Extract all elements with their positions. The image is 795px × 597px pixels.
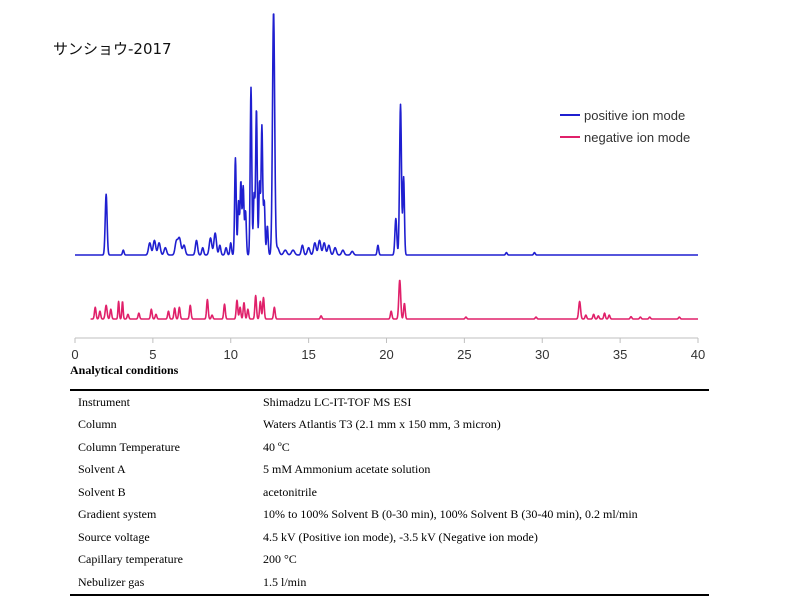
x-tick-label: 0	[71, 347, 78, 362]
legend-label-positive: positive ion mode	[584, 107, 686, 123]
x-tick-label: 20	[379, 347, 393, 362]
condition-value: 5 mM Ammonium acetate solution	[263, 462, 431, 477]
condition-value: 10% to 100% Solvent B (0-30 min), 100% S…	[263, 507, 638, 522]
condition-key: Solvent A	[78, 462, 126, 477]
condition-value: Waters Atlantis T3 (2.1 mm x 150 mm, 3 m…	[263, 417, 501, 432]
condition-key: Capillary temperature	[78, 552, 183, 567]
condition-value: 40 ºC	[263, 439, 290, 454]
conditions-heading: Analytical conditions	[70, 363, 179, 377]
series-line-positive	[74, 13, 699, 256]
legend: positive ion mode negative ion mode	[560, 104, 690, 148]
condition-key: Source voltage	[78, 529, 150, 544]
table-row: Capillary temperature 200 °C	[70, 549, 709, 572]
condition-value: Shimadzu LC-IT-TOF MS ESI	[263, 394, 412, 409]
legend-swatch-negative	[560, 136, 580, 138]
legend-item-positive: positive ion mode	[560, 104, 690, 126]
series-line-negative	[90, 279, 699, 320]
x-tick-label: 15	[301, 347, 315, 362]
legend-swatch-positive	[560, 114, 580, 116]
table-row: Nebulizer gas 1.5 l/min	[70, 571, 709, 595]
x-tick-label: 10	[224, 347, 238, 362]
table-row: Source voltage 4.5 kV (Positive ion mode)…	[70, 526, 709, 549]
condition-value: 4.5 kV (Positive ion mode), -3.5 kV (Neg…	[263, 529, 538, 544]
legend-label-negative: negative ion mode	[584, 129, 691, 145]
condition-key: Solvent B	[78, 484, 126, 499]
x-tick-label: 40	[691, 347, 705, 362]
table-row: Instrument Shimadzu LC-IT-TOF MS ESI	[70, 390, 709, 414]
condition-value: acetonitrile	[263, 484, 317, 499]
chromatogram-chart: 0 5 10 15 20 25 30 35 40	[71, 13, 705, 362]
x-tick-label: 5	[149, 347, 156, 362]
x-tick-label: 35	[613, 347, 627, 362]
condition-value: 1.5 l/min	[263, 574, 307, 589]
table-row: Column Temperature 40 ºC	[70, 436, 709, 459]
condition-key: Gradient system	[78, 507, 157, 522]
condition-key: Column Temperature	[78, 439, 180, 454]
table-row: Solvent B acetonitrile	[70, 481, 709, 504]
conditions-table: Instrument Shimadzu LC-IT-TOF MS ESI Colu…	[70, 389, 709, 596]
legend-item-negative: negative ion mode	[560, 126, 690, 148]
condition-value: 200 °C	[263, 552, 297, 567]
sample-title: サンショウ-2017	[53, 40, 172, 58]
table-row: Gradient system 10% to 100% Solvent B (0-…	[70, 504, 709, 527]
x-tick-label: 30	[535, 347, 549, 362]
condition-key: Column	[78, 417, 117, 432]
condition-key: Instrument	[78, 394, 130, 409]
table-row: Solvent A 5 mM Ammonium acetate solution	[70, 459, 709, 482]
condition-key: Nebulizer gas	[78, 574, 145, 589]
table-row: Column Waters Atlantis T3 (2.1 mm x 150 m…	[70, 414, 709, 437]
x-tick-label: 25	[457, 347, 471, 362]
